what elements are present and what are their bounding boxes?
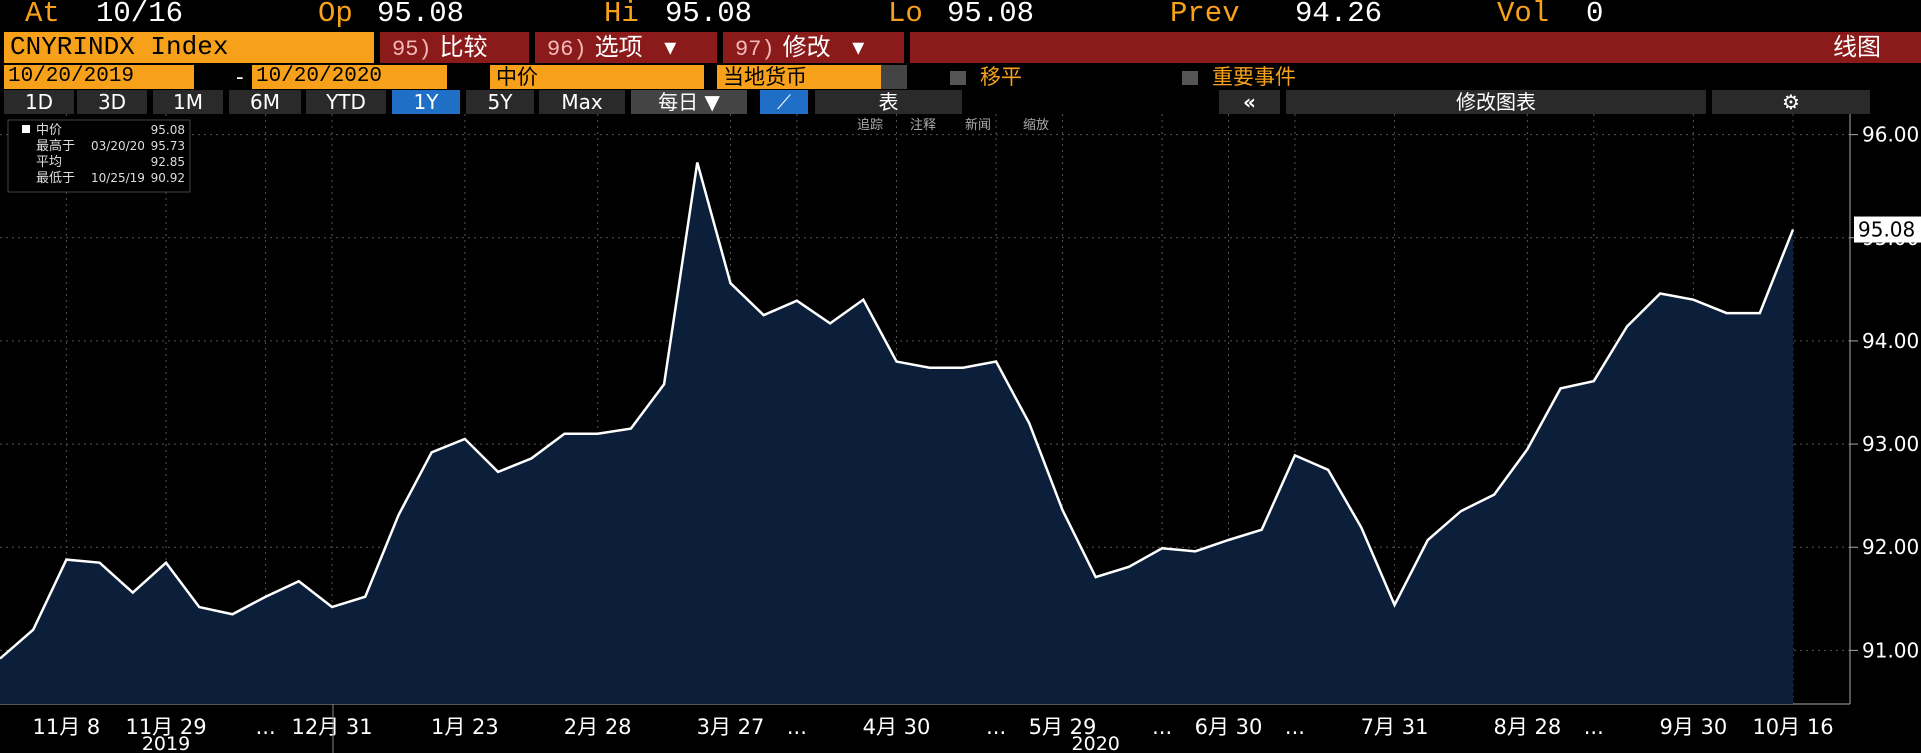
currency-select[interactable]: 当地货币: [717, 65, 907, 89]
x-tick-label: 3月 27: [697, 715, 765, 739]
header-label: Hi: [604, 0, 639, 30]
header-value: 94.26: [1295, 0, 1383, 30]
option-label: 移平: [980, 65, 1022, 89]
dropdown-arrow: ▾: [844, 33, 865, 61]
start-date[interactable]: 10/20/2019: [4, 65, 194, 89]
legend-value: 90.92: [151, 171, 185, 185]
y-tick-label: 92.00: [1862, 535, 1919, 559]
chart-tool[interactable]: 缩放: [1023, 117, 1049, 133]
period-tab[interactable]: 3D: [77, 90, 147, 114]
end-date[interactable]: 10/20/2020: [252, 65, 447, 89]
settings-button[interactable]: ⚙: [1712, 90, 1870, 114]
last-value-label: 95.08: [1858, 218, 1915, 242]
header-value: 95.08: [377, 0, 465, 30]
edit-chart-button[interactable]: 修改图表: [1286, 90, 1706, 114]
chart-tool[interactable]: 新闻: [965, 117, 991, 133]
y-tick-label: 96.00: [1862, 123, 1919, 147]
button-label: 选项: [594, 33, 643, 61]
area: [0, 162, 1793, 705]
legend-label: 最低于: [36, 171, 75, 186]
period-tab[interactable]: YTD: [306, 90, 386, 114]
header-label: Lo: [888, 0, 923, 30]
option-label: 重要事件: [1212, 65, 1296, 89]
period-tab[interactable]: 1M: [153, 90, 223, 114]
x-tick-label: ...: [986, 715, 1006, 739]
option-checkbox[interactable]: 重要事件: [1182, 65, 1296, 89]
legend-label: 平均: [36, 155, 62, 170]
field-select[interactable]: 中价: [490, 65, 704, 89]
x-tick-label: 11月 29: [125, 715, 206, 739]
separator: -: [236, 65, 244, 89]
y-tick-label: 91.00: [1862, 638, 1919, 662]
legend-value: 95.73: [151, 139, 185, 153]
year-label: 2020: [1072, 733, 1120, 753]
option-checkbox[interactable]: 移平: [950, 65, 1022, 89]
legend-date: 03/20/20: [91, 139, 145, 153]
dropdown-arrow: ▼: [698, 90, 720, 114]
table-button[interactable]: 表: [815, 90, 962, 114]
button-label: 比较: [439, 33, 488, 61]
line-chart-button[interactable]: ⟋: [760, 90, 808, 114]
legend-box: [7, 119, 191, 193]
button-number: 97): [735, 37, 775, 62]
header-label: Vol: [1497, 0, 1550, 30]
y-tick-label: 94.00: [1862, 329, 1919, 353]
x-tick-label: ...: [1285, 715, 1305, 739]
period-tab[interactable]: 1D: [4, 90, 74, 114]
year-label: 2019: [142, 733, 190, 753]
button-label: 修改: [782, 33, 831, 61]
x-tick-label: ...: [1152, 715, 1172, 739]
x-tick-label: ...: [1584, 715, 1604, 739]
legend-date: 10/25/19: [91, 171, 145, 185]
header-label: Prev: [1170, 0, 1240, 30]
header-label: Op: [318, 0, 353, 30]
header-value: 95.08: [665, 0, 753, 30]
menu-button[interactable]: 97) 修改 ▾: [723, 32, 904, 63]
x-tick-label: ...: [256, 715, 276, 739]
menu-button[interactable]: 96) 选项 ▾: [535, 32, 717, 63]
header-value: 10/16: [96, 0, 184, 30]
security[interactable]: CNYRINDX Index: [4, 32, 374, 63]
frequency-select[interactable]: 每日 ▼: [631, 90, 747, 114]
collapse-button[interactable]: «: [1219, 90, 1280, 114]
header-value: 95.08: [947, 0, 1035, 30]
x-tick-label: 10月 16: [1752, 715, 1833, 739]
chart-tool[interactable]: 注释: [910, 118, 936, 133]
x-tick-label: 8月 28: [1493, 715, 1561, 739]
checkbox: [950, 71, 966, 85]
legend-value: 95.08: [151, 123, 185, 137]
x-tick-label: 2月 28: [564, 715, 632, 739]
x-tick-label: 6月 30: [1195, 715, 1263, 739]
period-tab[interactable]: Max: [539, 90, 625, 114]
button-number: 96): [547, 37, 587, 62]
x-tick-label: 5月 29: [1029, 715, 1097, 739]
menu-button[interactable]: 95) 比较: [380, 32, 529, 63]
button-number: 95): [392, 37, 432, 62]
legend-value: 92.85: [151, 155, 185, 169]
checkbox: [1182, 71, 1198, 85]
header-label: At: [25, 0, 60, 30]
x-tick-label: 11月 8: [33, 715, 101, 739]
x-tick-label: 7月 31: [1361, 715, 1429, 739]
period-tab[interactable]: 5Y: [466, 90, 534, 114]
legend-swatch: [22, 125, 30, 133]
y-tick-label: 93.00: [1862, 432, 1919, 456]
x-tick-label: ...: [787, 715, 807, 739]
line: [0, 162, 1795, 660]
legend-label: 最高于: [36, 138, 75, 154]
title-bar[interactable]: 线图: [910, 32, 1921, 63]
legend-name: 中价: [36, 123, 62, 138]
period-tab[interactable]: 6M: [229, 90, 301, 114]
header-value: 0: [1586, 0, 1604, 30]
period-tab[interactable]: 1Y: [392, 90, 460, 114]
chart-tool[interactable]: 追踪: [857, 117, 883, 133]
x-tick-label: 9月 30: [1660, 715, 1728, 739]
last-value-tag: [1854, 216, 1921, 243]
x-tick-label: 1月 23: [431, 715, 499, 739]
dropdown-arrow: ▾: [656, 33, 677, 61]
x-tick-label: 12月 31: [291, 715, 372, 739]
x-tick-label: 4月 30: [863, 715, 931, 739]
